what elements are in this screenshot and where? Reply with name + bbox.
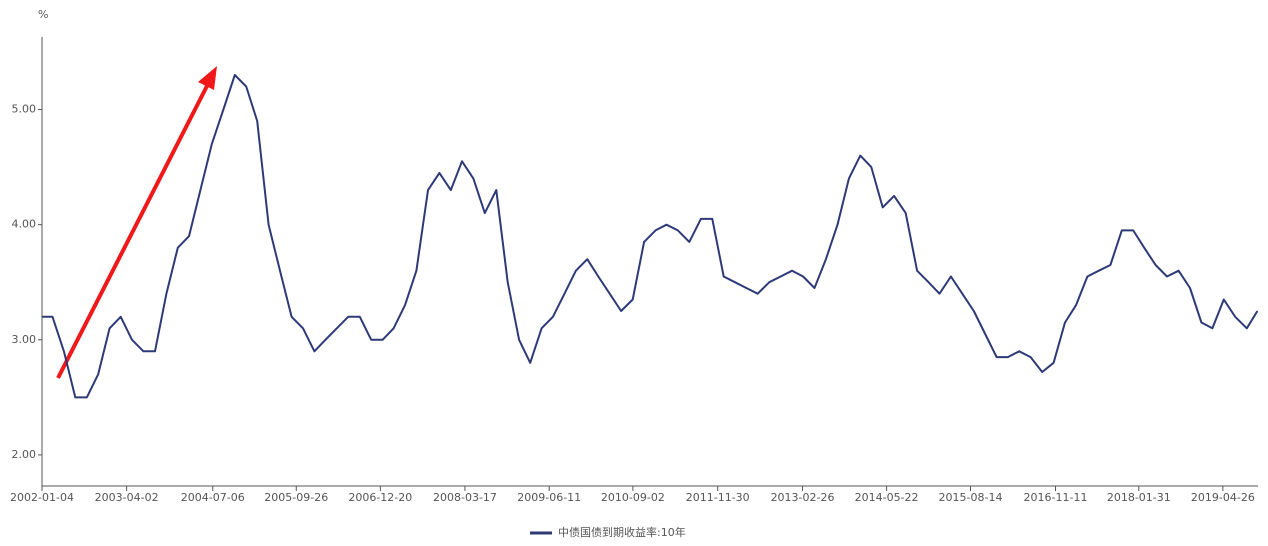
- y-tick-label: 4.00: [12, 218, 37, 231]
- x-tick-label: 2018-01-31: [1107, 491, 1171, 504]
- x-tick-label: 2008-03-17: [433, 491, 497, 504]
- x-tick-label: 2003-04-02: [95, 491, 159, 504]
- x-tick-label: 2002-01-04: [10, 491, 74, 504]
- x-tick-label: 2006-12-20: [348, 491, 412, 504]
- series-line: [42, 74, 1259, 399]
- legend-label: 中债国债到期收益率:10年: [558, 525, 686, 539]
- x-tick-label: 2011-11-30: [686, 491, 750, 504]
- x-tick-label: 2016-11-11: [1024, 491, 1088, 504]
- y-unit: %: [38, 8, 48, 21]
- x-tick-label: 2005-09-26: [264, 491, 328, 504]
- annotation-arrow: [56, 66, 217, 379]
- y-tick-label: 5.00: [12, 103, 37, 116]
- x-tick-label: 2015-08-14: [939, 491, 1003, 504]
- y-tick-label: 3.00: [12, 333, 37, 346]
- x-tick-label: 2004-07-06: [181, 491, 245, 504]
- x-tick-label: 2010-09-02: [601, 491, 665, 504]
- x-tick-label: 2013-02-26: [771, 491, 835, 504]
- y-tick-label: 2.00: [12, 448, 37, 461]
- x-tick-label: 2014-05-22: [855, 491, 919, 504]
- x-tick-label: 2019-04-26: [1191, 491, 1255, 504]
- x-tick-label: 2009-06-11: [517, 491, 581, 504]
